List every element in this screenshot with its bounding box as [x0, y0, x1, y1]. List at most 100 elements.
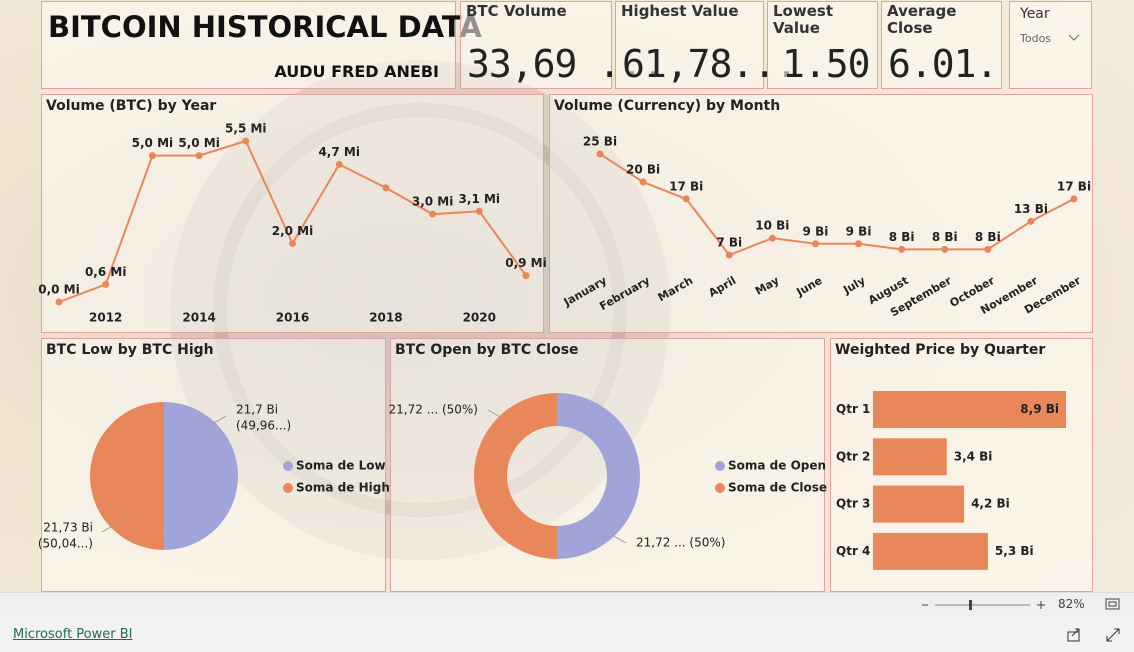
data-label: 2,0 Mi — [272, 224, 314, 238]
data-label: 0,9 Mi — [505, 256, 547, 270]
data-label: 5,3 Bi — [995, 544, 1034, 558]
legend-swatch — [283, 461, 293, 471]
point — [195, 152, 203, 160]
chart-title: BTC Open by BTC Close — [395, 342, 579, 358]
legend-label: Soma de Open — [728, 459, 826, 473]
point — [1027, 217, 1035, 225]
data-label: 8,9 Bi — [1020, 402, 1059, 416]
data-label: 8 Bi — [889, 230, 915, 244]
legend-label: Soma de Close — [728, 481, 827, 495]
card-label: BTC Volume — [466, 2, 567, 20]
data-label: 5,0 Mi — [132, 136, 174, 150]
data-label: 13 Bi — [1014, 202, 1048, 216]
point — [335, 160, 343, 168]
legend-swatch — [283, 483, 293, 493]
y-tick-label: Qtr 4 — [836, 544, 870, 558]
card-label: Lowest Value — [773, 2, 833, 37]
x-tick-label: 2012 — [89, 311, 122, 325]
slice — [474, 393, 557, 559]
chart-title: Weighted Price by Quarter — [835, 342, 1045, 358]
data-label: 21,72 ... (50%) — [636, 536, 725, 550]
point — [941, 245, 949, 253]
legend-swatch — [715, 461, 725, 471]
kpi-card: BTC Volume 33,69 ... — [460, 1, 665, 89]
bar — [873, 532, 988, 570]
data-label: 10 Bi — [755, 219, 789, 233]
zoom-level: 82% — [1058, 597, 1085, 611]
slice — [164, 402, 238, 550]
data-label: 7 Bi — [716, 236, 742, 250]
point — [725, 251, 733, 259]
point — [242, 137, 250, 145]
data-label: 8 Bi — [932, 230, 958, 244]
bar — [873, 438, 947, 476]
x-tick-label: 2020 — [463, 311, 496, 325]
legend-label: Soma de Low — [296, 459, 386, 473]
data-label: 0,0 Mi — [38, 283, 80, 297]
legend-swatch — [715, 483, 725, 493]
report-title: BITCOIN HISTORICAL DATA — [48, 10, 482, 44]
point — [855, 240, 863, 248]
data-label: 21,73 Bi — [43, 521, 93, 535]
data-label: 9 Bi — [846, 224, 872, 238]
card-label: Average Close — [887, 2, 957, 37]
line — [599, 153, 1075, 257]
power-bi-link[interactable]: Microsoft Power BI — [13, 627, 133, 642]
point — [475, 207, 483, 215]
point — [682, 195, 690, 203]
card-value: 1.50 — [782, 42, 871, 86]
data-label: 17 Bi — [1057, 179, 1091, 193]
data-label: 17 Bi — [669, 179, 703, 193]
zoom-slider[interactable] — [918, 597, 1048, 613]
point — [811, 240, 819, 248]
data-label: 3,0 Mi — [412, 195, 454, 209]
slicer-dropdown[interactable]: Todos — [1020, 32, 1052, 45]
point — [639, 178, 647, 186]
point — [289, 239, 296, 247]
slice — [557, 393, 640, 559]
data-label: 0,6 Mi — [85, 265, 127, 279]
leader-line — [101, 523, 117, 533]
data-label: 4,2 Bi — [971, 497, 1010, 511]
x-tick-label: 2014 — [182, 311, 215, 325]
y-tick-label: Qtr 1 — [836, 402, 870, 416]
data-label: 25 Bi — [583, 135, 617, 149]
dropdown-arrow[interactable] — [1068, 34, 1080, 42]
chart-title: Volume (Currency) by Month — [554, 98, 780, 114]
x-tick-label: 2018 — [369, 311, 402, 325]
data-label: (49,96...) — [236, 419, 291, 433]
y-tick-label: Qtr 2 — [836, 449, 870, 463]
point — [1070, 195, 1078, 203]
data-label: 9 Bi — [803, 224, 829, 238]
fullscreen-icon[interactable] — [1105, 627, 1121, 643]
data-label: 3,1 Mi — [459, 192, 501, 206]
point — [768, 234, 776, 242]
data-label: 5,5 Mi — [225, 122, 267, 136]
data-label: 8 Bi — [975, 230, 1001, 244]
chart-panel — [41, 94, 544, 333]
title-panel: BITCOIN HISTORICAL DATA AUDU FRED ANEBI — [41, 1, 482, 89]
bar — [873, 391, 1066, 428]
point — [102, 280, 110, 288]
data-label: 21,7 Bi — [236, 403, 278, 417]
share-icon[interactable] — [1066, 627, 1082, 643]
slicer-label: Year — [1020, 6, 1050, 22]
chart-title: BTC Low by BTC High — [46, 342, 214, 358]
point — [382, 184, 390, 192]
year-slicer: Year Todos — [1009, 1, 1092, 89]
y-tick-label: Qtr 3 — [836, 497, 870, 511]
bar — [873, 485, 965, 523]
slider-thumb[interactable] — [969, 600, 972, 610]
point — [898, 245, 906, 253]
data-label: 5,0 Mi — [178, 136, 220, 150]
chart-panel — [549, 94, 1093, 333]
data-label: 20 Bi — [626, 163, 660, 177]
canvas: Volume (BTC) by Year 0,0 Mi 0,6 Mi 5,0 Mi 5,… — [0, 0, 1134, 592]
footer: Microsoft Power BI — [0, 616, 1134, 652]
fit-page[interactable] — [1105, 598, 1121, 611]
point — [522, 272, 530, 280]
kpi-card: Lowest Value 1.50 — [767, 1, 878, 89]
leader-line — [611, 534, 627, 544]
kpi-card: Average Close 6.01... — [881, 1, 1002, 89]
